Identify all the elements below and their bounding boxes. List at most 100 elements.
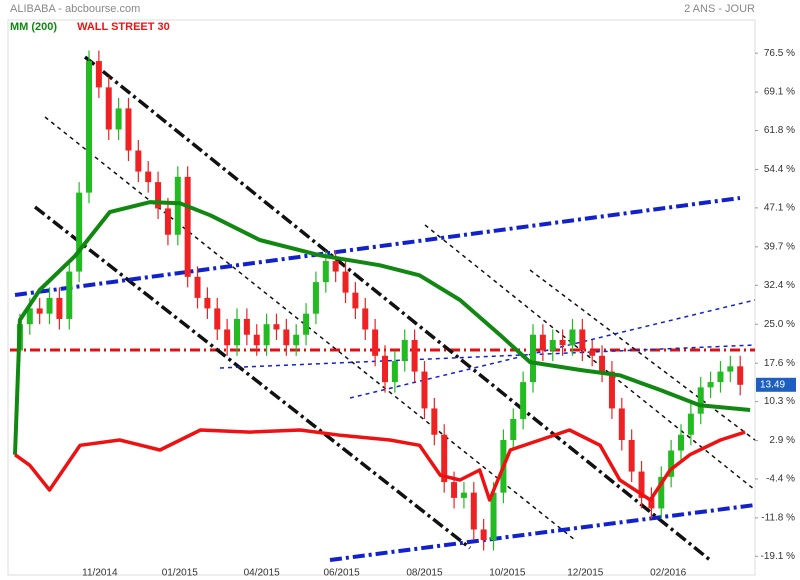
period: 2 ANS - JOUR [684, 3, 755, 15]
candle-body [648, 497, 655, 509]
trend-lines [10, 55, 756, 562]
candle-body [460, 492, 467, 498]
series-line [13, 200, 751, 455]
candle-body [687, 413, 694, 435]
candle-body [421, 371, 428, 409]
candle-body [510, 418, 517, 440]
y-tick-label: 61.8 % [764, 125, 795, 136]
candle-body [95, 61, 102, 88]
x-tick-label: 02/2016 [650, 568, 687, 579]
candle-body [194, 276, 201, 298]
candle-body [342, 271, 349, 293]
candle-body [145, 171, 152, 183]
legend-entry: WALL STREET 30 [77, 21, 170, 33]
candle-body [352, 292, 359, 309]
y-tick-label: 47.1 % [764, 203, 795, 214]
candle-body [155, 182, 162, 209]
candle-body [263, 324, 270, 346]
y-tick-label: -11.8 % [761, 513, 795, 524]
candle-body [628, 440, 635, 472]
last-value: 13.49 [760, 379, 785, 390]
trend-line [33, 205, 472, 550]
candle-body [332, 261, 339, 272]
candle-body [224, 329, 231, 346]
chart-title: ALIBABA - abcbourse.com [10, 3, 140, 15]
candle-body [707, 382, 714, 388]
y-tick-label: 32.4 % [764, 280, 795, 291]
y-tick-label: 10.3 % [764, 396, 795, 407]
candle-body [401, 340, 408, 362]
x-tick-label: 06/2015 [324, 568, 361, 579]
candle-body [105, 87, 112, 130]
candle-body [737, 366, 744, 385]
candle-body [135, 150, 142, 172]
y-tick-label: 17.6 % [764, 358, 795, 369]
y-tick-label: 39.7 % [764, 241, 795, 252]
candle-body [618, 408, 625, 440]
candle-body [470, 492, 477, 530]
candle-body [589, 350, 596, 356]
last-value-box [756, 377, 796, 392]
y-tick-label: -4.4 % [766, 474, 795, 485]
trend-line [329, 503, 756, 562]
candle-body [362, 308, 369, 330]
candle-body [411, 340, 418, 372]
candle-body [658, 476, 665, 509]
y-tick-label: 69.1 % [764, 87, 795, 98]
trend-line [529, 269, 756, 441]
candle-body [273, 324, 280, 330]
candle-body [727, 366, 734, 372]
candle-body [214, 308, 221, 330]
trend-line [83, 55, 712, 562]
candle-body [204, 297, 211, 309]
candle-body [115, 108, 122, 130]
candle-body [608, 371, 615, 409]
candle-body [36, 308, 43, 314]
candle-body [234, 318, 240, 346]
candle-body [283, 329, 290, 346]
candle-body [579, 329, 586, 351]
candle-body [253, 334, 260, 346]
candle-body [86, 61, 92, 193]
candle-body [441, 434, 448, 483]
y-tick-label: 54.4 % [764, 164, 795, 175]
candle-body [638, 471, 645, 498]
x-tick-label: 04/2015 [244, 568, 281, 579]
candle-body [184, 176, 191, 277]
x-tick-label: 11/2014 [82, 568, 118, 579]
trend-line [14, 196, 741, 297]
candle-body [431, 408, 438, 435]
candles [16, 50, 744, 551]
legend-entry: MM (200) [10, 21, 57, 33]
candle-body [391, 361, 398, 383]
candle-body [174, 176, 181, 235]
x-tick-label: 08/2015 [406, 568, 443, 579]
candle-body [26, 308, 33, 325]
y-tick-label: 25.0 % [764, 319, 795, 330]
candle-body [678, 434, 684, 451]
series-line [13, 428, 746, 502]
x-tick-label: 10/2015 [489, 568, 526, 579]
candle-body [599, 355, 606, 372]
y-tick-label: 76.5 % [764, 48, 795, 59]
y-tick-label: 2.9 % [769, 435, 795, 446]
candle-body [322, 261, 329, 283]
candle-body [382, 355, 388, 383]
legend: MM (200) WALL STREET 30 [10, 21, 170, 33]
trend-line [424, 224, 756, 491]
candle-body [56, 297, 63, 319]
candle-body [569, 329, 576, 346]
candle-body [451, 482, 458, 498]
candle-body [490, 492, 497, 540]
candle-body [372, 329, 379, 356]
candle-body [539, 334, 546, 351]
trend-line [44, 116, 576, 541]
x-tick-label: 12/2015 [567, 568, 604, 579]
candle-body [164, 208, 171, 235]
candle-body [125, 108, 132, 151]
candle-body [293, 334, 300, 346]
candle-body [668, 450, 675, 477]
x-tick-label: 01/2015 [162, 568, 199, 579]
trend-line [219, 344, 756, 369]
